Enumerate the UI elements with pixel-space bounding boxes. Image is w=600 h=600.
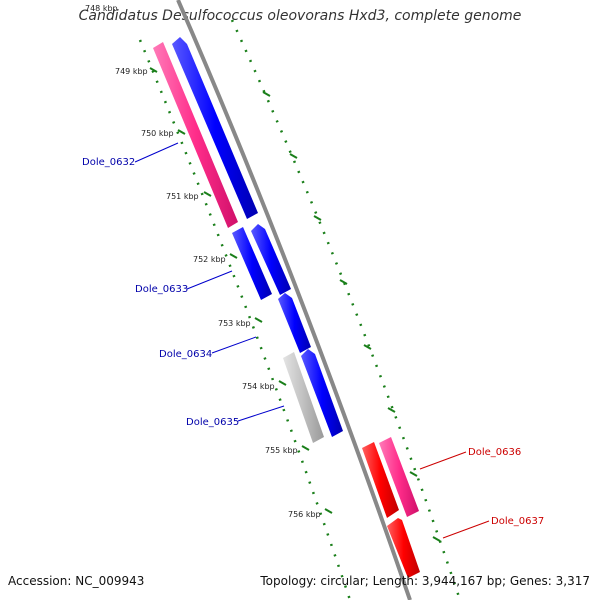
map-title: Candidatus Desulfococcus oleovorans Hxd3… [78,8,522,24]
gene-label-dole-0632[interactable]: Dole_0632 [82,157,135,168]
tick-749: 749 kbp [115,67,158,76]
gene-feature-dole-0637[interactable] [387,518,420,578]
tick-754: 754 kbp [242,380,287,391]
gene-feature-dole-0636[interactable] [362,442,399,518]
tick-751: 751 kbp [166,191,212,201]
ruler: 748 kbp 749 kbp 750 kbp 751 kbp 752 kbp … [85,4,333,519]
tick-label: 750 kbp [141,129,174,138]
tick-label: 748 kbp [85,4,118,13]
tick-756: 756 kbp [288,508,333,519]
tick-label: 756 kbp [288,510,321,519]
inner-ticks [262,91,441,542]
gene-leaders [134,142,490,539]
gene-label-dole-0633[interactable]: Dole_0633 [135,284,188,295]
gene-feature-blue-small[interactable] [232,227,272,300]
gene-feature-dole-0634[interactable] [278,293,311,353]
tick-755: 755 kbp [265,445,310,455]
inner-dotted-track [230,19,462,600]
features [153,37,420,578]
tick-label: 751 kbp [166,192,199,201]
gene-feature-pink[interactable] [153,42,238,228]
tick-748: 748 kbp [85,4,118,13]
gene-label-dole-0634[interactable]: Dole_0634 [159,349,212,360]
genome-summary: Topology: circular; Length: 3,944,167 bp… [260,574,590,588]
gene-feature-magenta[interactable] [379,437,419,517]
tick-label: 753 kbp [218,319,251,328]
tick-752: 752 kbp [193,253,238,264]
genome-backbone [176,0,412,600]
gene-feature-dole-0633[interactable] [251,224,291,295]
gene-feature-grey[interactable] [283,352,324,443]
tick-750: 750 kbp [141,129,186,138]
tick-753: 753 kbp [218,317,263,328]
gene-label-dole-0635[interactable]: Dole_0635 [186,417,239,428]
gene-feature-dole-0632[interactable] [172,37,258,219]
gene-label-dole-0636[interactable]: Dole_0636 [468,447,521,458]
tick-label: 752 kbp [193,255,226,264]
gene-labels: Dole_0632 Dole_0633 Dole_0634 Dole_0635 … [82,157,544,527]
tick-label: 749 kbp [115,67,148,76]
gene-feature-dole-0635[interactable] [301,349,343,437]
tick-label: 755 kbp [265,446,298,455]
gene-label-dole-0637[interactable]: Dole_0637 [491,516,544,527]
accession-text: Accession: NC_009943 [8,574,145,588]
outer-dotted-track [138,39,352,600]
tick-label: 754 kbp [242,382,275,391]
